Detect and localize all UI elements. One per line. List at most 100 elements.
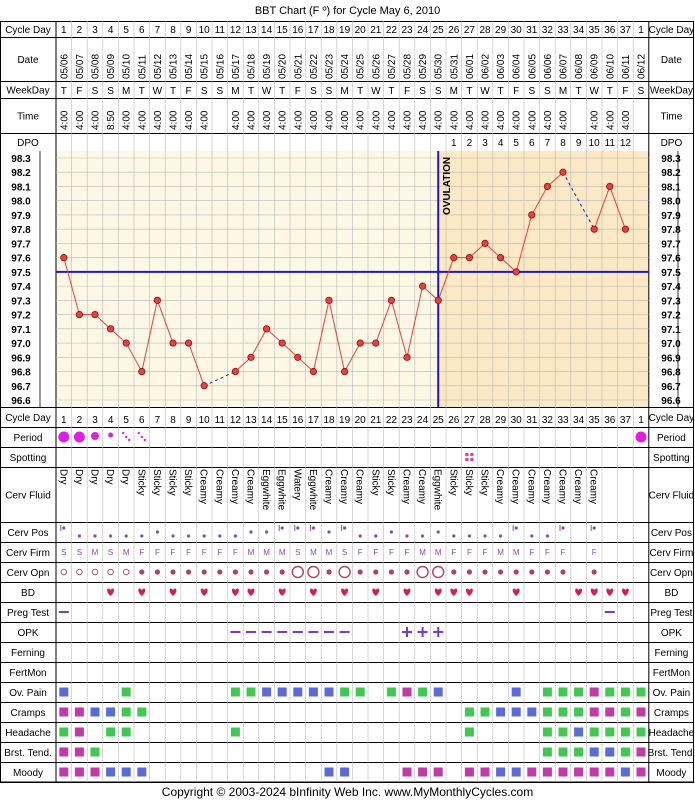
date-label: 06/05 [527,54,538,79]
weekday-label: T [466,86,472,97]
cerv-opn-medium-icon [60,568,68,576]
cycle-day-label-bottom: 26 [448,415,460,426]
cerv-pos-icon [452,534,456,538]
dpo-label: 9 [576,138,582,149]
cramps-box-icon [558,707,568,717]
cerv-pos-icon [358,534,362,538]
row-label-dpo: DPO [17,138,39,149]
time-label: 4:00 [434,110,445,130]
date-label: 05/25 [356,54,367,79]
temp-point [309,367,317,376]
cerv-pos-icon [561,526,565,530]
cycle-day-label: 18 [323,25,335,36]
cerv-pos-icon [155,530,159,534]
headache-box-icon [574,727,584,737]
weekday-label: W [262,86,272,97]
weekday-label: F [622,86,628,97]
temp-point [621,225,630,233]
cycle-day-label: 30 [511,25,523,36]
cramps-box-icon [137,707,147,717]
weekday-label: M [231,86,239,97]
temp-point [262,325,271,333]
cerv-firm-label: F [217,548,222,557]
headache-box-icon [230,727,240,737]
date-label: 06/08 [574,54,585,79]
y-tick-label-right: 97.1 [661,325,681,336]
cerv-firm-label: F [483,548,488,557]
ov-pain-box-icon [542,687,552,697]
cramps-box-icon [74,707,84,717]
ov-pain-box-icon [230,687,240,697]
temp-segment [188,342,205,386]
row-label-spotting: Spotting [10,453,47,464]
cycle-day-label: 19 [339,25,351,36]
cycle-day-label-bottom: 22 [386,415,398,426]
row-label-right-preg_test: Preg Test [650,608,692,619]
y-tick-label-right: 96.6 [661,396,681,407]
row-label-right-cerv_fluid: Cerv Fluid [649,491,695,502]
weekday-label: F [295,86,301,97]
row-label-cerv_pos: Cerv Pos [7,528,48,539]
cycle-day-label: 22 [386,25,398,36]
weekday-label: T [576,86,582,97]
ov-pain-box-icon [121,687,131,697]
row-label-right-dpo: DPO [661,138,683,149]
weekday-label: F [76,86,82,97]
temp-segment [328,300,346,372]
date-label: 05/20 [278,54,289,79]
brst-tend-box-icon [605,747,615,757]
headache-box-icon [558,727,568,737]
row-label-right-opk: OPK [661,628,682,639]
moody-box-icon [558,767,568,777]
cerv-fluid-label: Creamy [557,469,568,504]
temp-point [138,367,146,376]
cerv-pos-icon [93,534,97,538]
period-spotting-icon [140,435,143,439]
cycle-day-label-bottom: 28 [479,415,491,426]
cerv-opn-closed-icon [279,569,285,575]
cramps-box-icon [121,707,131,717]
y-tick-label-left: 98.0 [11,197,31,208]
time-label: 4:00 [75,110,86,130]
cycle-day-label-bottom: 3 [92,415,98,426]
cycle-day-label-bottom: 32 [542,415,554,426]
cerv-fluid-label: Sticky [182,469,193,496]
cycle-day-label-bottom: 1 [638,415,644,426]
time-label: 4:00 [481,110,492,130]
period-spotting-icon [128,438,131,442]
cycle-day-label-bottom: 25 [433,415,445,426]
weekday-label: F [404,86,410,97]
time-label: 4:00 [293,110,304,130]
cerv-opn-closed-icon [451,569,457,575]
time-label: 4:00 [387,110,398,130]
cerv-pos-icon [374,534,378,538]
cerv-pos-icon [109,534,113,538]
date-label: 05/16 [215,54,226,79]
cycle-day-label: 27 [464,25,476,36]
cramps-box-icon [480,707,490,717]
cerv-pos-icon [140,534,144,538]
date-label: 05/08 [91,54,102,79]
temp-point [496,254,505,262]
cycle-day-label-bottom: 20 [355,415,367,426]
cerv-pos-icon [483,534,487,538]
cycle-day-label: 8 [170,25,176,36]
ov-pain-box-icon [293,687,303,697]
cycle-day-label-bottom: 27 [464,415,476,426]
y-tick-label-right: 98.1 [661,182,681,193]
time-label: 8:50 [106,110,117,130]
y-tick-label-right: 96.8 [661,368,681,379]
cycle-day-label-bottom: 30 [511,415,523,426]
date-label: 05/19 [262,54,273,79]
dpo-label: 8 [560,138,566,149]
row-label-cycle_day: Cycle Day [5,25,51,36]
cerv-pos-icon [296,526,300,530]
cerv-firm-label: F [545,548,550,557]
temp-segment [344,342,361,372]
temp-point [450,254,458,262]
temp-segment [141,300,158,372]
cycle-day-label: 24 [417,25,429,36]
cerv-fluid-label: Sticky [385,469,396,496]
weekday-label: M [559,86,567,97]
moody-box-icon [418,767,428,777]
